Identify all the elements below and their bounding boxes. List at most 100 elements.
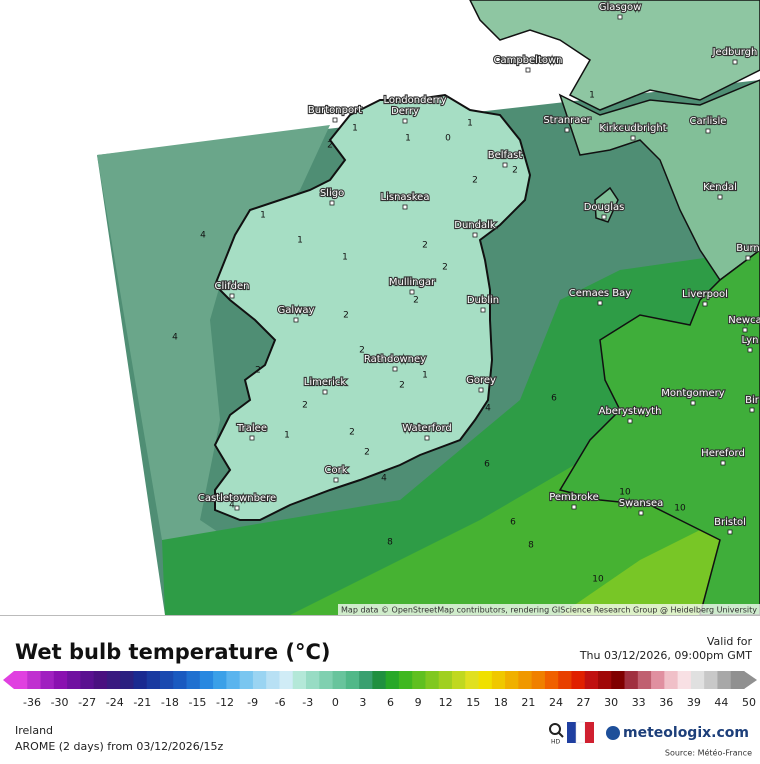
colorbar-segment bbox=[584, 671, 599, 689]
colorbar-segment bbox=[199, 671, 214, 689]
colorbar-segment bbox=[505, 671, 519, 689]
flag-white[interactable] bbox=[575, 721, 586, 744]
colorbar-segment bbox=[651, 671, 665, 689]
zoom-icon[interactable] bbox=[549, 723, 561, 735]
source: Source: Météo-France bbox=[665, 748, 752, 758]
place-marker bbox=[638, 510, 644, 516]
place-marker bbox=[749, 407, 755, 413]
contour-label: 1 bbox=[589, 91, 595, 101]
colorbar-tick-label: 9 bbox=[415, 696, 422, 709]
contour-label: 10 bbox=[619, 488, 631, 498]
place-label: Glasgow bbox=[599, 2, 642, 13]
colorbar-tick-label: -24 bbox=[106, 696, 124, 709]
place-label: Derry bbox=[391, 106, 419, 117]
contour-label: 1 bbox=[352, 124, 358, 134]
brand-logo[interactable] bbox=[606, 726, 620, 740]
place-label: Campbeltown bbox=[493, 55, 562, 66]
place-label: Pembroke bbox=[549, 492, 599, 503]
colorbar-segment bbox=[518, 671, 533, 689]
ireland-land bbox=[213, 93, 532, 521]
place-marker bbox=[627, 418, 633, 424]
place-marker bbox=[727, 529, 733, 535]
place-marker bbox=[745, 255, 751, 261]
place-marker bbox=[717, 194, 723, 200]
place-marker bbox=[234, 505, 240, 511]
place-label: Gorey bbox=[466, 375, 496, 386]
colorbar-tick-label: 15 bbox=[466, 696, 480, 709]
colorbar: -36 -30 -27 -24 -21 -18 -15 -12 -9 -6 -3 0 3 6 9 12 15 18… bbox=[3, 671, 757, 709]
colorbar-segment bbox=[730, 671, 745, 689]
place-marker bbox=[402, 118, 408, 124]
contour-label: 2 bbox=[472, 176, 478, 186]
legend-title: Wet bulb temperature (°C) bbox=[15, 640, 331, 664]
place-label: Sligo bbox=[320, 188, 344, 199]
place-marker bbox=[329, 200, 335, 206]
colorbar-segment bbox=[14, 671, 28, 689]
place-label: Aberystwyth bbox=[599, 406, 662, 417]
place-label: Bir bbox=[745, 395, 760, 406]
colorbar-segment bbox=[80, 671, 95, 689]
place-marker bbox=[333, 477, 339, 483]
place-label: Liverpool bbox=[682, 289, 728, 300]
colorbar-segment bbox=[704, 671, 718, 689]
colorbar-segment bbox=[465, 671, 479, 689]
colorbar-segment bbox=[425, 671, 440, 689]
contour-label: 2 bbox=[512, 166, 518, 176]
place-marker bbox=[424, 435, 430, 441]
scotland-land bbox=[469, 0, 760, 111]
place-label: Stranraer bbox=[543, 115, 591, 126]
contour-label: 2 bbox=[302, 401, 308, 411]
colorbar-segment bbox=[292, 671, 307, 689]
colorbar-segment bbox=[133, 671, 148, 689]
place-label: Castletownbere bbox=[198, 493, 276, 504]
colorbar-tick-label: -30 bbox=[51, 696, 69, 709]
colorbar-tick-label: 12 bbox=[439, 696, 453, 709]
colorbar-segment bbox=[93, 671, 108, 689]
place-label: Burn bbox=[736, 243, 759, 254]
colorbar-tick-label: 27 bbox=[577, 696, 591, 709]
colorbar-arrow-low bbox=[3, 671, 14, 689]
colorbar-segment bbox=[345, 671, 360, 689]
colorbar-segment bbox=[452, 671, 466, 689]
contour-label: 10 bbox=[674, 504, 686, 514]
model-run: AROME (2 days) from 03/12/2026/15z bbox=[15, 740, 224, 753]
contour-label: 6 bbox=[484, 460, 490, 470]
valid-time: Thu 03/12/2026, 09:00pm GMT bbox=[579, 649, 752, 662]
colorbar-segment bbox=[266, 671, 280, 689]
contour-label: 2 bbox=[422, 241, 428, 251]
colorbar-segment bbox=[40, 671, 55, 689]
contour-label: 4 bbox=[200, 231, 206, 241]
colorbar-segment bbox=[491, 671, 506, 689]
colorbar-segment bbox=[53, 671, 68, 689]
colorbar-segment bbox=[213, 671, 227, 689]
colorbar-segment bbox=[372, 671, 387, 689]
flag-red[interactable] bbox=[585, 722, 594, 743]
place-label: Kendal bbox=[703, 182, 737, 193]
isle-of-man bbox=[594, 186, 619, 223]
colorbar-segment bbox=[624, 671, 639, 689]
place-marker bbox=[571, 504, 577, 510]
colorbar-segment bbox=[611, 671, 625, 689]
place-marker bbox=[747, 347, 753, 353]
colorbar-tick-label: -12 bbox=[216, 696, 234, 709]
colorbar-segment bbox=[67, 671, 81, 689]
colorbar-segment bbox=[385, 671, 400, 689]
place-label: Burtonport bbox=[308, 105, 362, 116]
contour-label: 2 bbox=[413, 296, 419, 306]
place-marker bbox=[293, 317, 299, 323]
place-marker bbox=[249, 435, 255, 441]
place-marker bbox=[322, 389, 328, 395]
place-label: Cemaes Bay bbox=[569, 288, 632, 299]
contour-label: 6 bbox=[551, 394, 557, 404]
colorbar-segment bbox=[412, 671, 426, 689]
place-label: Dublin bbox=[467, 295, 499, 306]
colorbar-segment bbox=[319, 671, 333, 689]
brand[interactable]: meteologix.com bbox=[623, 725, 749, 741]
hd-label[interactable]: HD bbox=[551, 739, 561, 746]
flag-blue[interactable] bbox=[567, 722, 576, 743]
place-label: Waterford bbox=[402, 423, 451, 434]
place-label: Clifden bbox=[215, 281, 250, 292]
colorbar-tick-label: -27 bbox=[78, 696, 96, 709]
